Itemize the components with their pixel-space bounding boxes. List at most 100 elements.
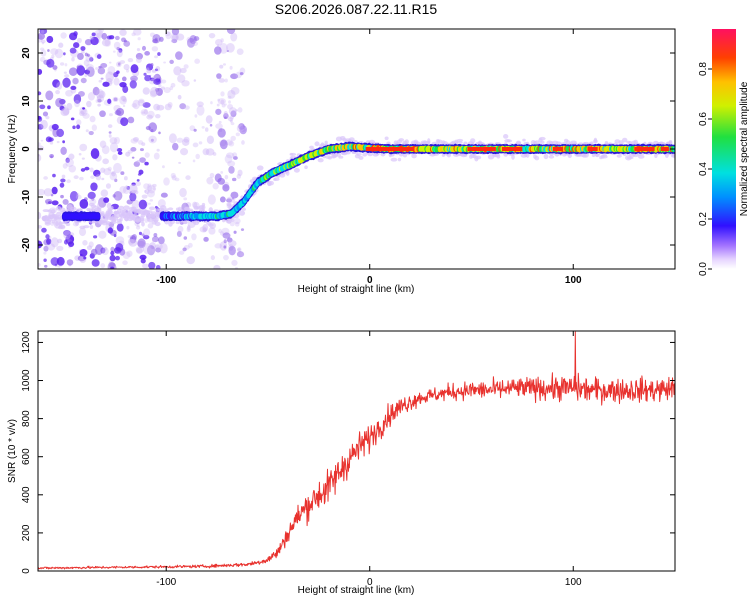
snr-panel: -100 0 100 0 200 400 600 800 1000 1200 Height of… [7, 330, 676, 596]
noise-speckle [97, 98, 102, 103]
noise-speckle [227, 95, 232, 99]
snr-y-tick-label: 800 [21, 410, 32, 427]
noise-speckle [95, 99, 99, 103]
noise-speckle [130, 64, 139, 74]
noise-speckle [183, 136, 190, 143]
noise-speckle [163, 177, 170, 186]
noise-speckle [115, 255, 120, 261]
noise-speckle [76, 124, 81, 130]
noise-speckle [38, 123, 44, 130]
ridge-halo-blob [86, 207, 90, 211]
ridge-halo-blob [398, 138, 405, 142]
noise-speckle [218, 78, 226, 83]
ridge-halo-blob [590, 141, 594, 145]
noise-speckle [38, 145, 45, 152]
noise-speckle [161, 79, 167, 84]
ridge-halo-blob [268, 180, 274, 186]
noise-speckle [230, 32, 238, 42]
noise-speckle [114, 110, 122, 116]
noise-speckle [152, 38, 159, 44]
noise-speckle [86, 100, 92, 108]
noise-speckle [51, 54, 55, 59]
spectrogram-x-tick-label: 100 [565, 275, 582, 286]
ridge-halo-blob [309, 145, 314, 150]
noise-speckle [51, 186, 58, 195]
noise-speckle [135, 246, 145, 254]
noise-speckle [55, 89, 60, 95]
noise-speckle [77, 90, 85, 97]
snr-y-ticks: 0 200 400 600 800 1000 1200 [21, 331, 675, 574]
noise-speckle [217, 98, 221, 102]
noise-speckle [64, 63, 68, 67]
noise-speckle [101, 145, 110, 155]
ridge-halo-blob [101, 220, 108, 226]
ridge-halo-blob [175, 221, 181, 225]
noise-speckle [205, 148, 215, 156]
noise-speckle [114, 35, 120, 41]
noise-speckle [169, 59, 174, 64]
noise-speckle [138, 98, 145, 104]
noise-speckle [137, 37, 141, 41]
noise-speckle [145, 67, 150, 71]
noise-speckle [98, 199, 104, 204]
noise-speckle [40, 47, 45, 51]
noise-speckle [146, 114, 153, 120]
noise-speckle [165, 31, 172, 40]
noise-speckle [171, 175, 177, 181]
noise-speckle [73, 94, 82, 104]
noise-speckle [105, 71, 114, 83]
noise-speckle [174, 177, 180, 182]
snr-y-tick-label: 1000 [21, 369, 32, 392]
noise-speckle [90, 148, 100, 159]
noise-speckle [185, 175, 191, 181]
spectrogram-y-tick-label: 10 [21, 95, 32, 107]
noise-speckle [203, 236, 209, 242]
ridge-halo-blob [534, 155, 540, 161]
ridge-halo-blob [591, 153, 596, 158]
noise-speckle [60, 146, 67, 156]
noise-speckle [231, 259, 238, 266]
noise-speckle [149, 199, 154, 202]
spectrogram-x-ticks: -100 0 100 [156, 29, 582, 286]
ridge-halo-blob [82, 225, 90, 229]
ridge-halo-blob [290, 152, 297, 156]
noise-speckle [141, 111, 145, 114]
noise-speckle [152, 183, 157, 188]
noise-speckle [107, 166, 112, 171]
noise-speckle [72, 77, 79, 85]
colorbar-tick-label: 0.2 [698, 212, 709, 226]
ridge-halo-blob [503, 133, 509, 139]
noise-speckle [100, 63, 108, 68]
noise-speckle [66, 179, 71, 184]
noise-speckle [218, 228, 222, 233]
noise-speckle [114, 196, 119, 201]
noise-speckle [227, 117, 234, 122]
noise-speckle [67, 241, 75, 247]
noise-speckle [231, 177, 237, 182]
noise-speckle [229, 115, 235, 120]
noise-speckle [236, 251, 245, 258]
noise-speckle [38, 116, 43, 122]
noise-speckle [230, 110, 237, 118]
noise-speckle [227, 240, 237, 247]
noise-speckle [95, 67, 99, 70]
noise-speckle [115, 236, 125, 245]
ridge-halo-blob [187, 224, 191, 231]
ridge-halo-blob [637, 154, 645, 159]
noise-speckle [65, 157, 70, 163]
ridge-halo-blob [511, 154, 515, 160]
noise-speckle [74, 99, 80, 108]
noise-speckle [230, 73, 239, 80]
noise-speckle [66, 102, 73, 111]
colorbar-ticks: 0.0 0.2 0.4 0.6 0.8 [698, 62, 712, 276]
noise-speckle [107, 98, 112, 104]
noise-speckle [109, 172, 118, 181]
snr-y-axis-label: SNR (10 * v/v) [7, 419, 18, 483]
noise-speckle [176, 137, 184, 143]
noise-speckle [116, 49, 123, 58]
ridge-halo-blob [604, 140, 609, 145]
noise-speckle [130, 75, 138, 82]
ridge-halo-blob [496, 154, 501, 159]
ridge-halo-blob [304, 165, 308, 170]
noise-speckle [216, 103, 220, 107]
